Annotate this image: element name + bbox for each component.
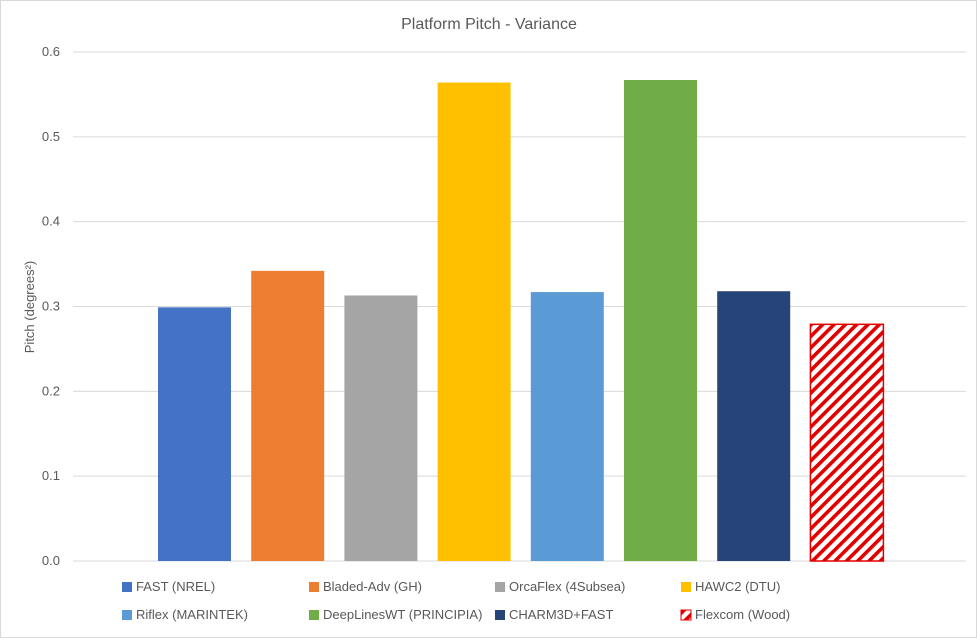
bar <box>624 79 697 562</box>
legend-swatch <box>681 582 691 592</box>
chart-title: Platform Pitch - Variance <box>401 16 577 33</box>
legend-label: CHARM3D+FAST <box>509 607 613 622</box>
bar <box>809 323 885 562</box>
legend-label: OrcaFlex (4Subsea) <box>509 579 625 594</box>
legend-swatch <box>309 582 319 592</box>
y-axis-tick-labels: 0.0 0.1 0.2 0.3 0.4 0.5 0.6 <box>42 44 60 568</box>
bar <box>437 82 511 561</box>
legend-swatch <box>122 610 132 620</box>
bar <box>530 292 604 561</box>
bar <box>158 307 231 561</box>
y-tick-label: 0.5 <box>42 129 60 144</box>
legend-swatch <box>680 609 692 621</box>
legend-label: Riflex (MARINTEK) <box>136 607 248 622</box>
y-tick-label: 0.3 <box>42 299 60 314</box>
legend-label: Flexcom (Wood) <box>695 607 790 622</box>
bar <box>251 270 325 561</box>
legend-label: HAWC2 (DTU) <box>695 579 780 594</box>
legend-swatch <box>495 610 505 620</box>
y-tick-label: 0.1 <box>42 468 60 483</box>
legend-swatch <box>309 610 319 620</box>
legend-label: FAST (NREL) <box>136 579 215 594</box>
y-tick-label: 0.2 <box>42 383 60 398</box>
y-tick-label: 0.4 <box>42 214 60 229</box>
legend-swatch <box>122 582 132 592</box>
y-tick-label: 0.0 <box>42 553 60 568</box>
y-axis-title: Pitch (degrees²) <box>22 261 37 353</box>
bar <box>344 295 418 561</box>
legend-swatch <box>495 582 505 592</box>
legend-label: DeepLinesWT (PRINCIPIA) <box>323 607 482 622</box>
legend-label: Bladed-Adv (GH) <box>323 579 422 594</box>
bar <box>717 291 791 561</box>
legend: FAST (NREL) Bladed-Adv (GH) OrcaFlex (4Sub… <box>122 579 790 622</box>
bars <box>158 79 885 562</box>
y-tick-label: 0.6 <box>42 44 60 59</box>
